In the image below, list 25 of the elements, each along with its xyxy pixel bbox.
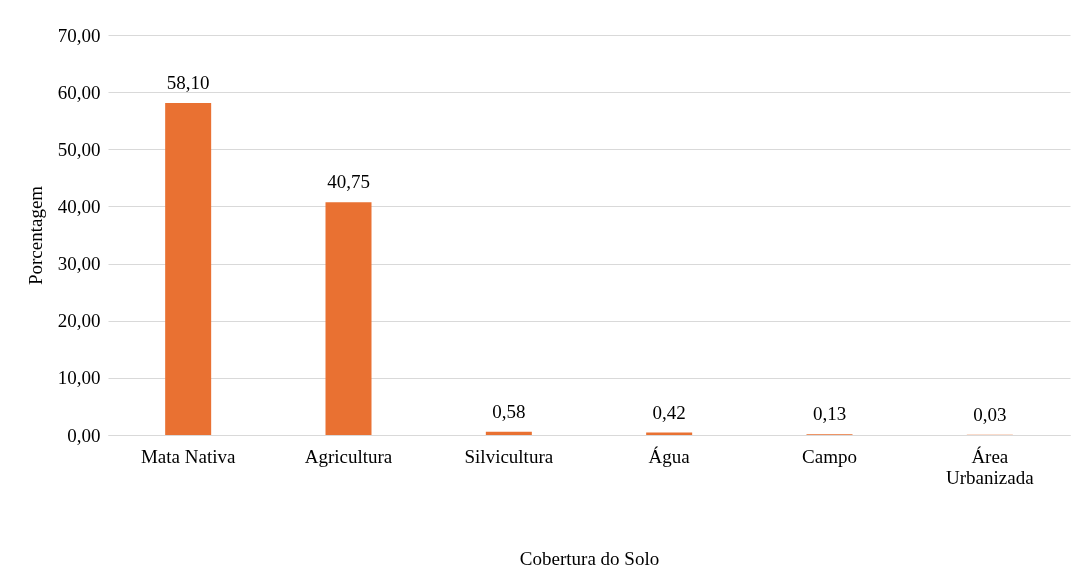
x-tick-label: Agricultura: [304, 445, 393, 467]
y-tick-label: 60,00: [57, 81, 101, 103]
data-label: 40,75: [327, 171, 370, 193]
y-tick-label: 10,00: [57, 367, 101, 389]
y-axis-title: Porcentagem: [24, 185, 46, 286]
y-tick-label: 30,00: [57, 253, 101, 275]
bar: [485, 431, 532, 435]
x-tick-label: Área Urbanizada: [946, 445, 1035, 488]
y-tick-label: 0,00: [67, 424, 101, 446]
x-tick-label: Mata Nativa: [140, 445, 236, 467]
y-tick-label: 40,00: [57, 195, 101, 217]
y-tick-label: 70,00: [57, 24, 101, 46]
y-tick-label: 20,00: [57, 310, 101, 332]
data-label: 0,13: [812, 403, 847, 425]
x-tick-label: Silvicultura: [464, 445, 554, 467]
x-tick-label: Água: [648, 445, 691, 467]
bar: [165, 103, 212, 435]
data-label: 0,42: [652, 401, 686, 423]
data-label: 58,10: [166, 72, 210, 93]
x-axis-title: Cobertura do Solo: [519, 547, 660, 569]
y-tick-label: 50,00: [57, 138, 101, 160]
data-label: 0,03: [973, 403, 1007, 425]
bar: [325, 202, 372, 435]
data-label: 0,58: [492, 400, 526, 422]
x-tick-label: Campo: [802, 445, 857, 467]
